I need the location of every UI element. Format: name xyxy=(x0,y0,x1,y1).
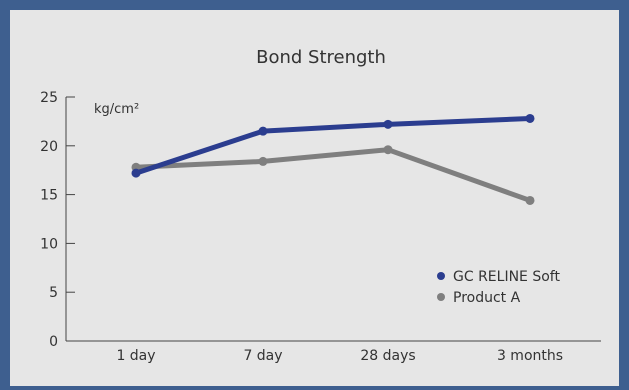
x-tick-label: 3 months xyxy=(497,348,563,364)
y-tick-label: 20 xyxy=(40,139,58,155)
series-line xyxy=(133,147,533,203)
y-tick-label: 0 xyxy=(49,334,58,350)
chart-panel: Bond Strength kg/cm² 0 5 10 15 20 25 1 day 7 da… xyxy=(10,10,619,386)
x-tick-label: 1 day xyxy=(116,348,155,364)
data-point xyxy=(525,113,535,123)
data-point xyxy=(525,195,535,205)
data-point xyxy=(383,119,393,129)
bond-strength-chart: Bond Strength kg/cm² 0 5 10 15 20 25 1 day 7 da… xyxy=(40,47,601,364)
legend-label: Product A xyxy=(453,290,521,306)
x-tick-label: 7 day xyxy=(243,348,282,364)
legend-marker xyxy=(437,293,445,301)
y-tick-label: 5 xyxy=(49,285,58,301)
legend-label: GC RELINE Soft xyxy=(453,269,560,285)
y-tick-label: 25 xyxy=(40,90,58,106)
data-point xyxy=(258,156,268,166)
legend-marker xyxy=(437,272,445,280)
chart-title: Bond Strength xyxy=(256,47,386,68)
x-tick-label: 28 days xyxy=(360,348,415,364)
y-tick-label: 15 xyxy=(40,188,58,204)
data-point xyxy=(131,168,141,178)
y-tick-label: 10 xyxy=(40,236,58,252)
y-axis-unit-label: kg/cm² xyxy=(94,102,139,117)
series-line xyxy=(133,115,533,176)
data-point xyxy=(383,145,393,155)
data-point xyxy=(258,126,268,136)
